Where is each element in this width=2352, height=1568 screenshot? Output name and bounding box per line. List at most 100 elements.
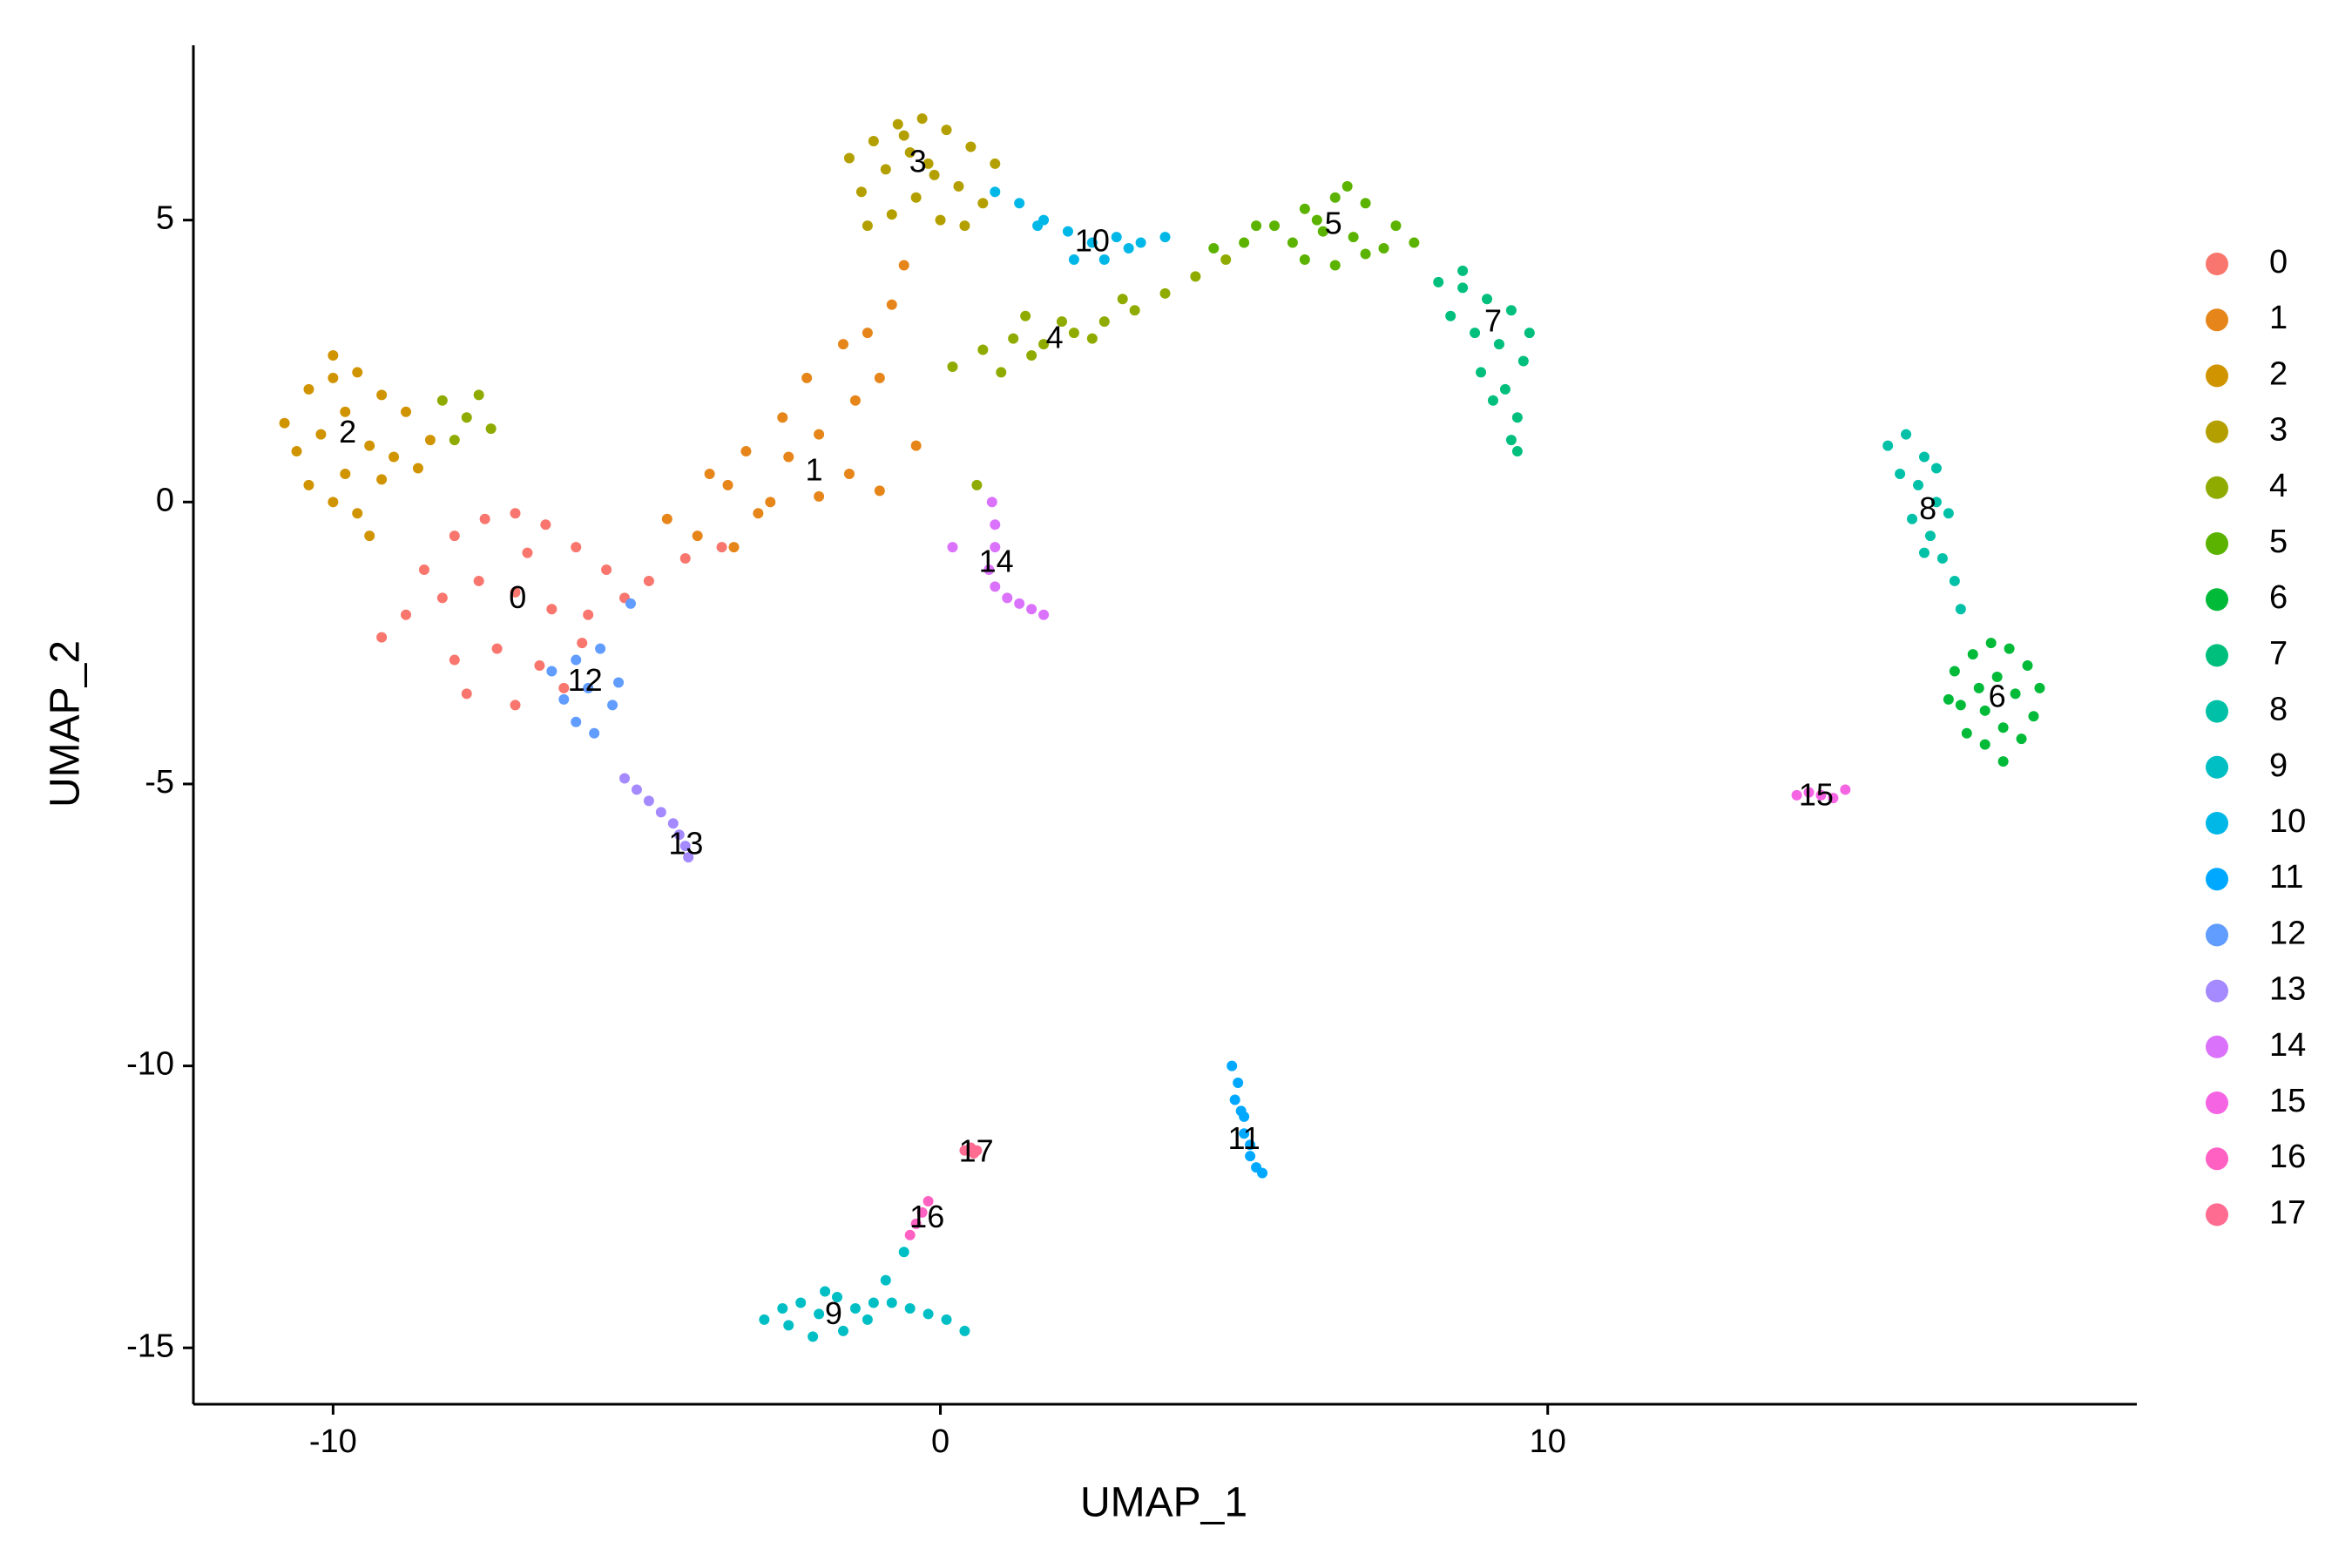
point <box>364 440 375 451</box>
point <box>522 547 533 558</box>
legend-swatch <box>2206 476 2228 499</box>
legend-swatch <box>2206 1203 2228 1227</box>
point <box>814 490 825 502</box>
point <box>777 412 788 423</box>
point <box>491 643 503 654</box>
y-tick-label: 5 <box>156 200 174 237</box>
point <box>601 564 612 575</box>
point <box>1828 793 1839 804</box>
point <box>1918 547 1930 558</box>
point <box>1159 287 1171 299</box>
cluster <box>759 1247 970 1342</box>
point <box>874 485 885 497</box>
point <box>473 389 484 401</box>
point <box>1930 497 1942 508</box>
point <box>643 575 654 586</box>
point <box>1815 789 1827 801</box>
legend-swatch <box>2206 532 2228 555</box>
legend-swatch <box>2206 1092 2228 1114</box>
point <box>1360 198 1371 209</box>
cluster-label: 3 <box>909 143 927 179</box>
point <box>2004 643 2015 654</box>
point <box>1086 237 1098 248</box>
point <box>418 564 429 575</box>
point <box>759 1314 770 1325</box>
point <box>814 1308 825 1320</box>
legend-label: 8 <box>2269 692 2288 728</box>
cluster-label: 12 <box>568 662 603 698</box>
point <box>1791 789 1802 801</box>
point <box>1299 253 1310 265</box>
point <box>837 339 848 350</box>
point <box>1511 412 1523 423</box>
cluster <box>279 350 436 542</box>
point <box>389 451 400 463</box>
legend-swatch <box>2206 253 2228 275</box>
point <box>904 1229 916 1240</box>
point <box>2028 711 2039 722</box>
point <box>449 435 460 446</box>
point <box>1433 276 1444 287</box>
point <box>898 130 909 141</box>
point <box>1299 203 1310 214</box>
point <box>1257 1167 1268 1179</box>
point <box>679 553 691 564</box>
y-tick-label: 0 <box>156 482 174 518</box>
point <box>546 604 558 615</box>
point <box>1038 609 1050 620</box>
point <box>1220 253 1232 265</box>
point <box>1997 756 2009 767</box>
point <box>485 423 497 435</box>
point <box>898 1247 909 1258</box>
point <box>1955 700 1966 711</box>
point <box>996 367 1007 378</box>
point <box>340 406 351 417</box>
point <box>849 395 861 406</box>
legend-swatch <box>2206 868 2228 891</box>
point <box>1068 328 1079 339</box>
point <box>1882 440 1894 451</box>
legend-label: 11 <box>2269 859 2303 896</box>
point <box>1329 260 1341 271</box>
point <box>613 677 625 688</box>
point <box>898 260 909 271</box>
point <box>1329 192 1341 203</box>
point <box>558 693 570 705</box>
point <box>352 508 363 519</box>
point <box>376 632 388 643</box>
legend-label: 1 <box>2269 300 2288 336</box>
point <box>1511 446 1523 457</box>
point <box>783 1320 794 1331</box>
legend-swatch <box>2206 923 2228 947</box>
point <box>868 136 879 147</box>
point <box>1251 220 1262 232</box>
point <box>1493 339 1504 350</box>
point <box>631 784 642 795</box>
point <box>679 841 691 852</box>
legend-label: 15 <box>2269 1083 2306 1119</box>
point <box>436 395 448 406</box>
point <box>1117 294 1128 305</box>
y-tick-label: -5 <box>145 764 174 801</box>
point <box>990 519 1001 531</box>
cluster-label: 9 <box>825 1295 842 1331</box>
point <box>1245 1151 1256 1162</box>
point <box>424 435 436 446</box>
point <box>534 660 545 672</box>
cluster <box>990 186 1171 265</box>
point <box>722 479 733 490</box>
point <box>1032 220 1044 232</box>
point <box>1056 316 1067 328</box>
point <box>1943 693 1954 705</box>
point <box>661 513 672 524</box>
point <box>843 468 855 479</box>
point <box>1208 243 1220 254</box>
point <box>1949 575 1960 586</box>
cluster-label: 0 <box>509 579 526 615</box>
point <box>1499 383 1511 395</box>
point <box>941 1314 952 1325</box>
cluster <box>1208 180 1420 271</box>
cluster <box>1943 638 2045 767</box>
point <box>1930 463 1942 474</box>
point <box>862 328 873 339</box>
